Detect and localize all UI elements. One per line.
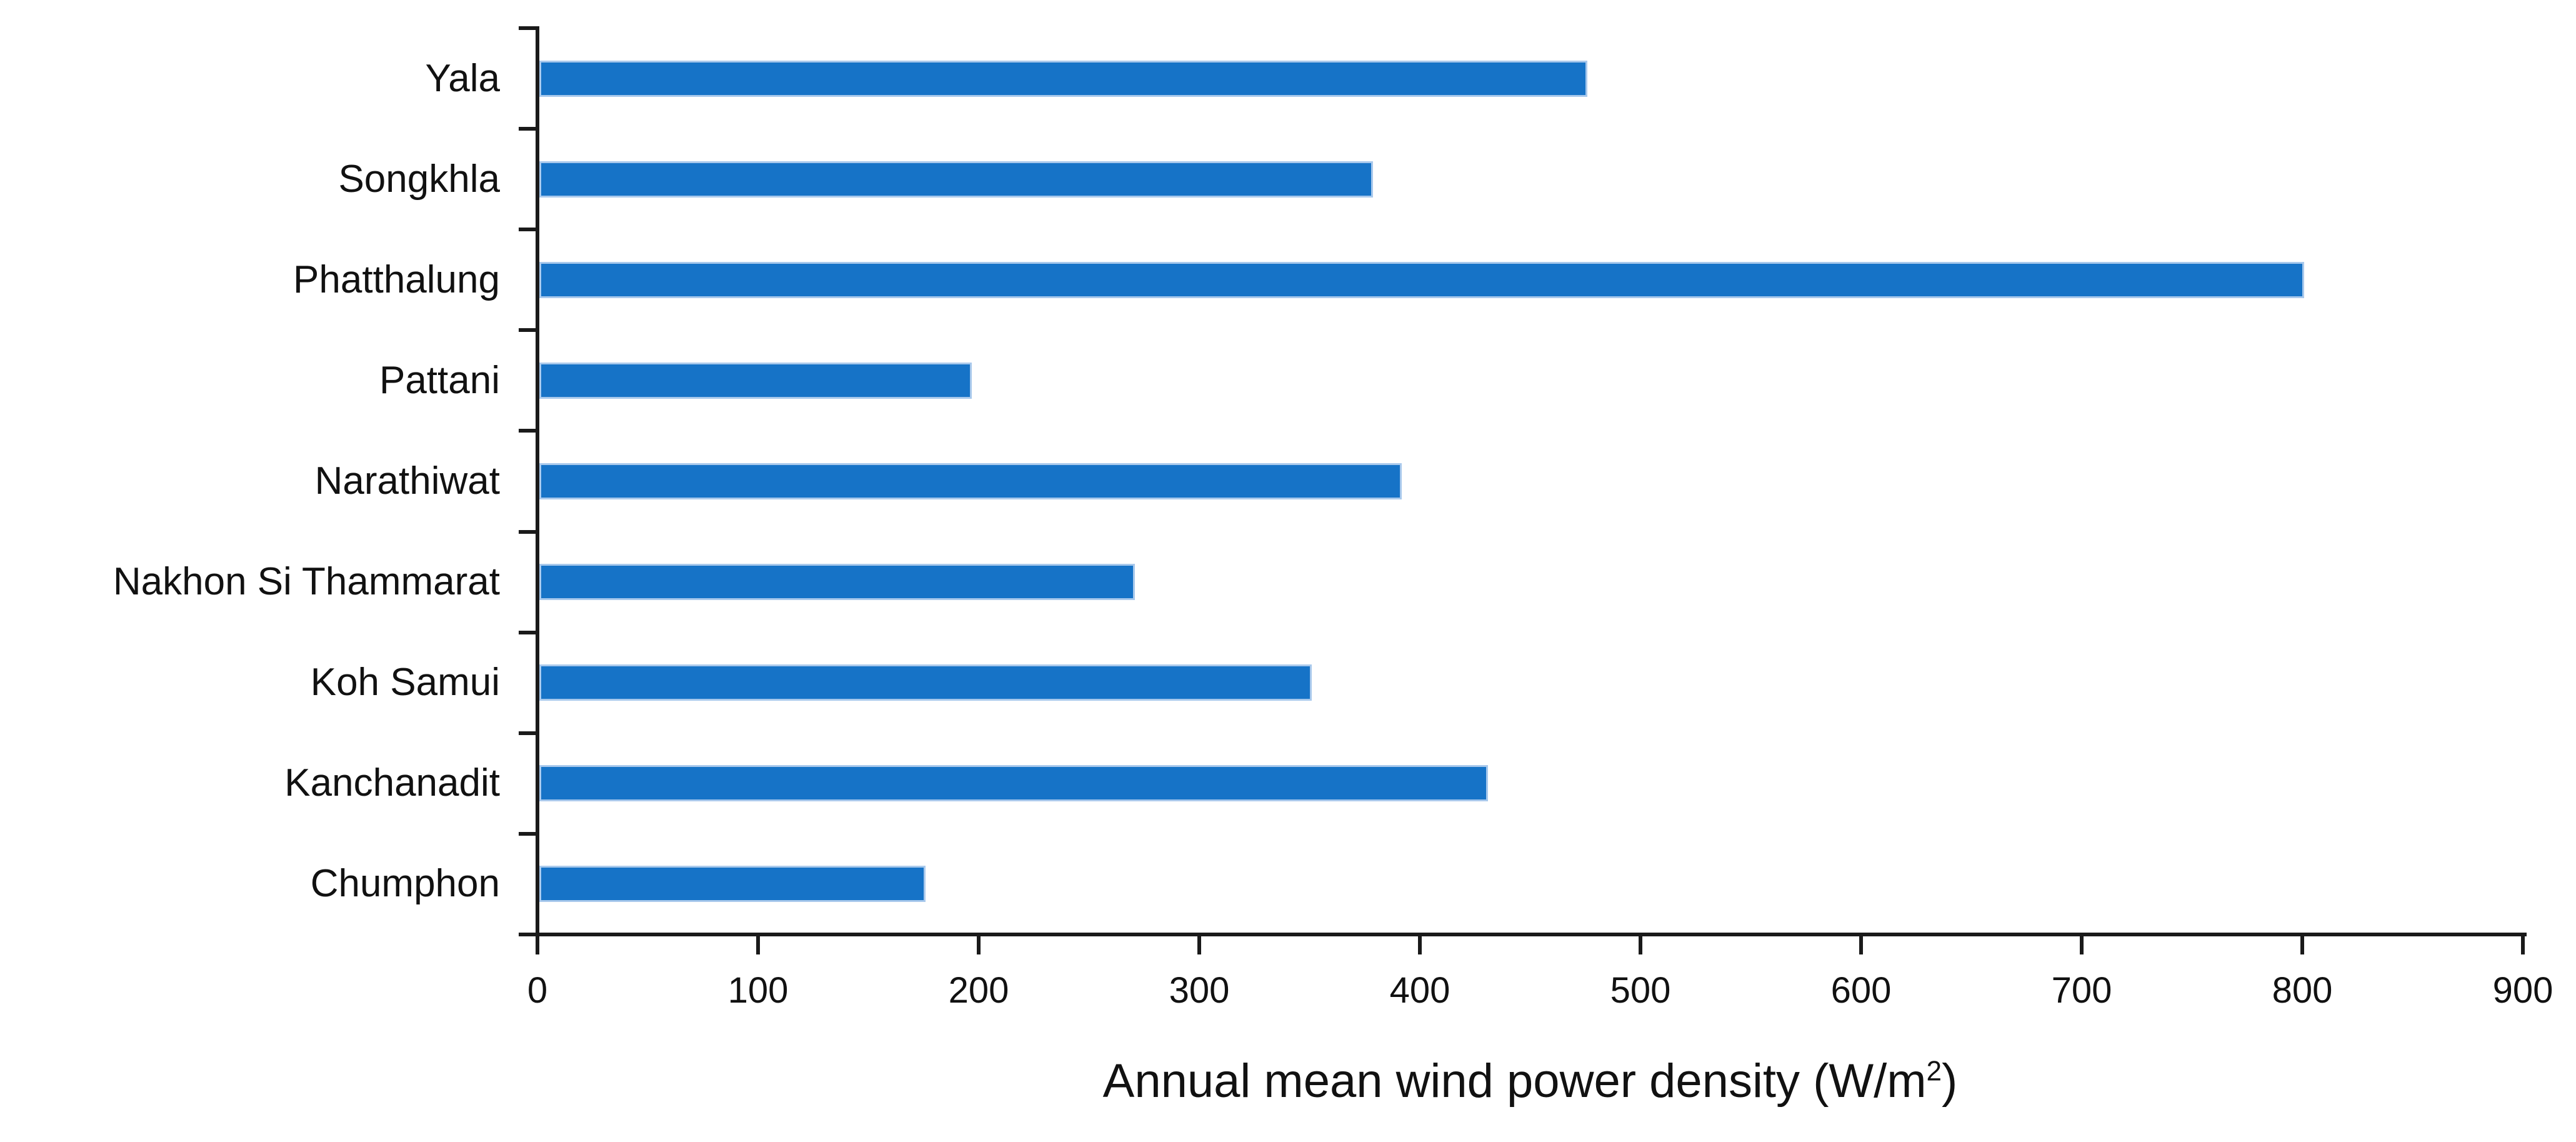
x-axis-tick-400 (1418, 934, 1422, 954)
x-axis-tick-200 (977, 934, 981, 954)
bar-koh-samui (539, 664, 1312, 701)
bar-yala (539, 60, 1587, 97)
category-label-narathiwat: Narathiwat (314, 459, 500, 503)
x-axis-title: Annual mean wind power density (W/m2) (537, 1055, 2523, 1108)
y-axis-line (536, 26, 539, 936)
x-axis-tick-label-200: 200 (948, 970, 1009, 1011)
category-label-chumphon: Chumphon (310, 862, 500, 906)
x-axis-tick-500 (1639, 934, 1642, 954)
x-axis-tick-0 (536, 934, 539, 954)
x-axis-tick-300 (1197, 934, 1201, 954)
category-label-yala: Yala (425, 56, 501, 100)
bar-nakhon-si-thammarat (539, 564, 1136, 601)
x-axis-tick-label-800: 800 (2272, 970, 2333, 1011)
y-axis-tick-4 (519, 429, 537, 433)
x-axis-tick-700 (2080, 934, 2084, 954)
bar-kanchanadit (539, 765, 1488, 802)
y-axis-tick-5 (519, 529, 537, 534)
x-axis-tick-100 (756, 934, 760, 954)
category-label-nakhon-si-thammarat: Nakhon Si Thammarat (112, 560, 500, 604)
x-axis-tick-label-700: 700 (2051, 970, 2112, 1011)
x-axis-title-text: Annual mean wind power density (W/m (1102, 1054, 1927, 1108)
category-label-pattani: Pattani (379, 358, 500, 402)
bar-chumphon (539, 866, 926, 903)
x-axis-tick-label-900: 900 (2492, 970, 2554, 1011)
x-axis-tick-label-100: 100 (727, 970, 789, 1011)
bar-phatthalung (539, 261, 2304, 298)
bar-pattani (539, 362, 972, 399)
x-axis-line (536, 933, 2527, 936)
y-axis-tick-7 (519, 731, 537, 735)
x-axis-tick-900 (2521, 934, 2525, 954)
x-axis-tick-label-400: 400 (1389, 970, 1450, 1011)
y-axis-tick-0 (519, 26, 537, 30)
category-label-kanchanadit: Kanchanadit (284, 761, 500, 805)
x-axis-tick-800 (2300, 934, 2304, 954)
y-axis-tick-3 (519, 328, 537, 333)
x-axis-title-close: ) (1942, 1054, 1958, 1108)
y-axis-tick-2 (519, 228, 537, 232)
x-axis-tick-600 (1859, 934, 1863, 954)
y-axis-tick-1 (519, 127, 537, 131)
y-axis-tick-9 (519, 933, 537, 936)
category-label-koh-samui: Koh Samui (310, 661, 500, 704)
x-axis-title-superscript: 2 (1926, 1056, 1942, 1087)
x-axis-tick-label-500: 500 (1610, 970, 1671, 1011)
y-axis-tick-6 (519, 630, 537, 634)
bar-songkhla (539, 161, 1374, 198)
category-label-phatthalung: Phatthalung (293, 258, 500, 301)
bar-narathiwat (539, 463, 1402, 499)
y-axis-tick-8 (519, 831, 537, 836)
x-axis-tick-label-0: 0 (527, 970, 548, 1011)
x-axis-tick-label-300: 300 (1169, 970, 1230, 1011)
category-label-songkhla: Songkhla (338, 157, 500, 201)
x-axis-tick-label-600: 600 (1830, 970, 1892, 1011)
